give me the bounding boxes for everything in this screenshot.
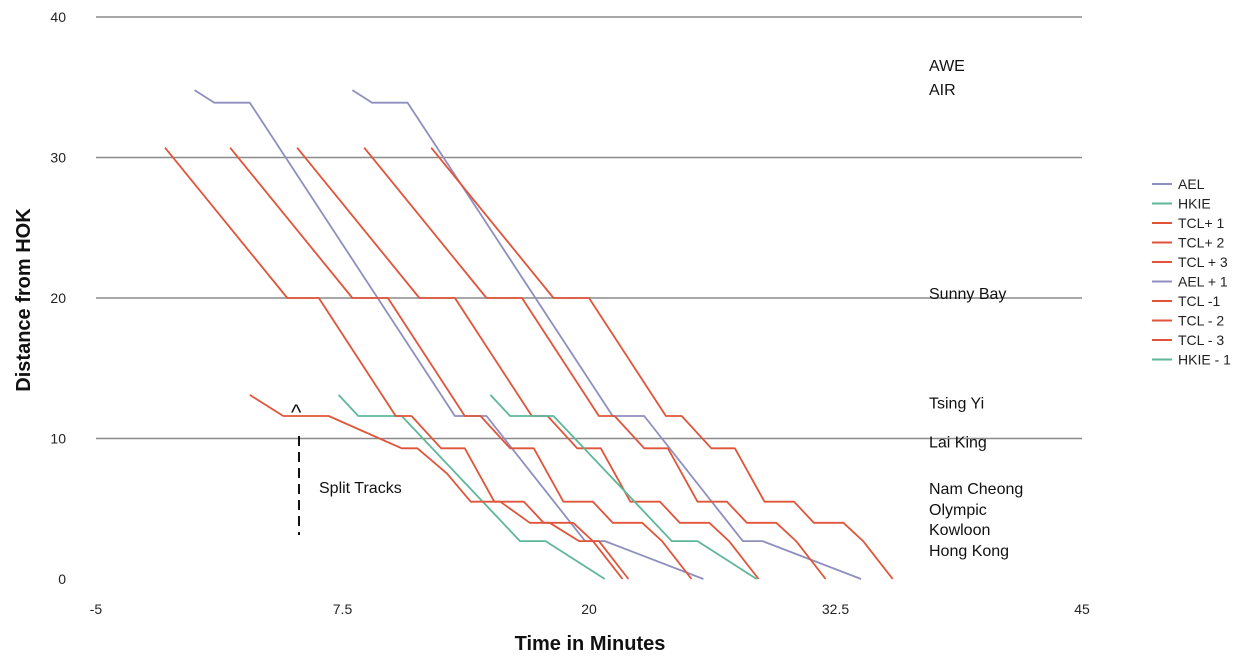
y-tick-labels: 0 10 20 30 40 [50, 9, 66, 587]
series-line-0 [194, 89, 704, 580]
series-line-6 [363, 147, 827, 580]
station-label-3: Tsing Yi [929, 395, 984, 412]
legend-label-3: TCL+ 2 [1178, 235, 1225, 251]
series-line-5 [351, 89, 862, 580]
y-tick-label-1: 10 [50, 431, 66, 447]
x-tick-label-3: 32.5 [822, 601, 849, 617]
legend-label-2: TCL+ 1 [1178, 215, 1225, 231]
legend-label-5: AEL + 1 [1178, 274, 1228, 290]
station-label-8: Hong Kong [929, 543, 1009, 560]
station-label-4: Lai King [929, 435, 987, 452]
legend-label-7: TCL - 2 [1178, 313, 1224, 329]
legend-label-4: TCL + 3 [1178, 254, 1228, 270]
station-label-1: AIR [929, 82, 956, 99]
legend-label-0: AEL [1178, 176, 1205, 192]
series-line-3 [229, 147, 693, 580]
y-tick-label-4: 40 [50, 9, 66, 25]
grid-lines [96, 16, 1082, 440]
x-tick-label-2: 20 [581, 601, 597, 617]
series-line-9 [489, 394, 758, 580]
legend-label-1: HKIE [1178, 196, 1211, 212]
x-tick-label-1: 7.5 [333, 601, 353, 617]
legend-label-9: HKIE - 1 [1178, 352, 1231, 368]
series-line-8 [249, 394, 630, 580]
y-axis-title: Distance from HOK [13, 208, 35, 392]
legend-label-8: TCL - 3 [1178, 332, 1224, 348]
x-tick-label-4: 45 [1074, 601, 1090, 617]
y-tick-label-0: 0 [58, 571, 66, 587]
series-line-4 [296, 147, 760, 580]
x-axis-title: Time in Minutes [515, 633, 666, 655]
split-tracks-label: Split Tracks [319, 480, 402, 497]
x-tick-label-0: -5 [90, 601, 103, 617]
series-line-1 [337, 394, 606, 580]
series-line-7 [430, 147, 894, 580]
series-lines [164, 89, 894, 580]
legend-label-6: TCL -1 [1178, 293, 1220, 309]
legend: AEL HKIE TCL+ 1 TCL+ 2 TCL + 3 AEL + 1 TCL -1 T… [1152, 176, 1231, 368]
station-label-5: Nam Cheong [929, 481, 1023, 498]
station-label-6: Olympic [929, 502, 987, 519]
y-tick-label-3: 30 [50, 150, 66, 166]
y-tick-label-2: 20 [50, 290, 66, 306]
split-tracks-caret: ^ [291, 400, 302, 425]
station-labels: AWE AIR Sunny Bay Tsing Yi Lai King Nam Cheon… [929, 58, 1023, 560]
station-label-7: Kowloon [929, 522, 990, 539]
split-tracks-annotation: ^ Split Tracks [291, 400, 402, 535]
x-tick-labels: -5 7.5 20 32.5 45 [90, 601, 1090, 617]
series-line-2 [164, 147, 624, 580]
station-label-2: Sunny Bay [929, 286, 1006, 303]
station-label-0: AWE [929, 58, 965, 75]
